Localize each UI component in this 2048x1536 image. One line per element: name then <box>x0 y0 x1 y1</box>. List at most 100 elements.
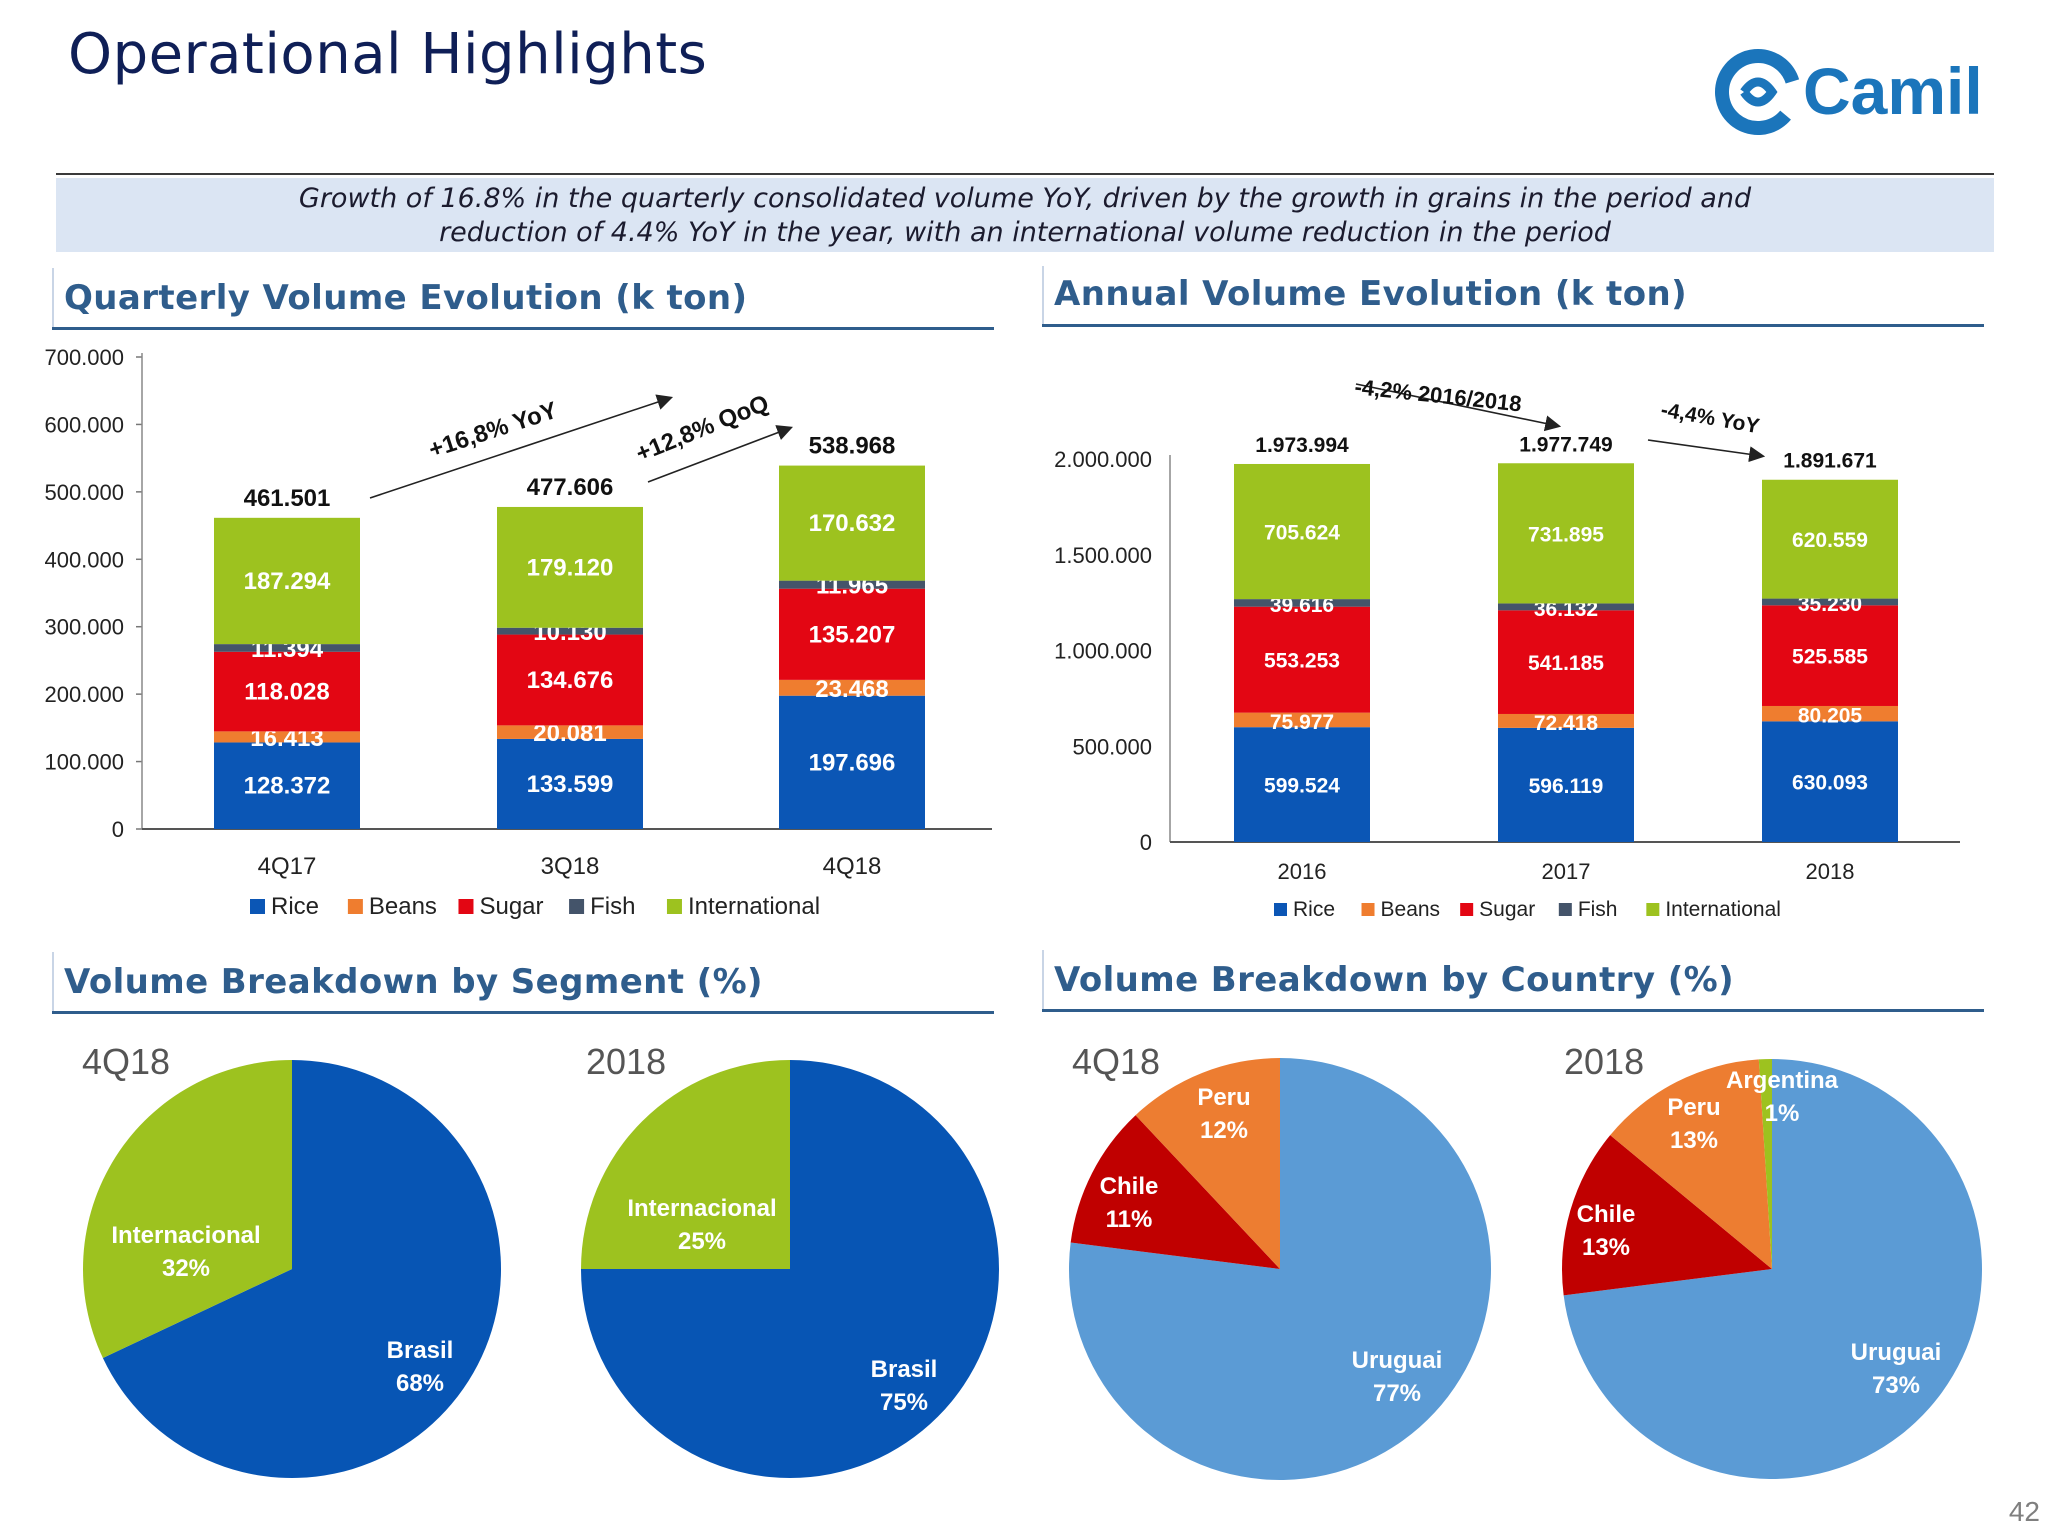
segment-section-title: Volume Breakdown by Segment (%) <box>64 962 763 1002</box>
x-category-label: 4Q17 <box>258 853 317 880</box>
bar-segment-rice-2018 <box>1762 721 1898 842</box>
annual-section-rule <box>1042 324 1984 327</box>
legend-label-beans: Beans <box>369 893 437 920</box>
pie-label-value-internacional: 32% <box>162 1255 210 1282</box>
legend-swatch-international <box>1646 903 1660 916</box>
bar-segment-fish-2017 <box>1498 603 1634 611</box>
data-label-sugar: 541.185 <box>1528 652 1604 675</box>
total-label-3q18: 477.606 <box>527 474 614 501</box>
data-label-rice: 599.524 <box>1264 775 1340 798</box>
y-tick-label: 0 <box>112 817 124 842</box>
data-label-fish: 39.616 <box>1270 594 1334 617</box>
quarterly-section-title: Quarterly Volume Evolution (k ton) <box>64 278 748 318</box>
pie-label-value-brasil: 68% <box>396 1370 444 1397</box>
pie-label-value-argentina: 1% <box>1765 1100 1800 1127</box>
summary-banner: Growth of 16.8% in the quarterly consoli… <box>56 178 1994 252</box>
legend-label-fish: Fish <box>1578 898 1618 921</box>
bar-segment-sugar-4q17 <box>214 651 360 732</box>
breakdown-pie-charts: 4Q18 Brasil 68% Internacional 32% 2018 Brasil 7… <box>82 1041 1982 1480</box>
camil-logo: Camil <box>1715 49 1983 135</box>
qoq-arrow <box>647 425 793 483</box>
quarterly-header-bar <box>52 268 54 328</box>
data-label-international: 620.559 <box>1792 529 1868 552</box>
qoq-annotation: +12,8% QoQ <box>632 390 773 468</box>
quarterly-section-rule <box>52 327 994 330</box>
pie-title-segment-2018: 2018 <box>586 1041 666 1082</box>
pie-slice-brasil <box>102 1060 501 1478</box>
bar-segment-beans-3q18 <box>497 725 643 739</box>
pie-label-value-internacional: 25% <box>678 1228 726 1255</box>
legend-label-rice: Rice <box>271 893 319 920</box>
legend-swatch-rice <box>1274 903 1287 916</box>
bar-segment-sugar-4q18 <box>779 588 925 680</box>
camil-logo-swirl-icon <box>1740 77 1778 107</box>
pie-slice-chile <box>1562 1135 1772 1296</box>
pie-label-value-uruguai: 77% <box>1373 1380 1421 1407</box>
bar-segment-beans-2018 <box>1762 705 1898 722</box>
data-label-rice: 630.093 <box>1792 772 1868 795</box>
bar-segment-sugar-2017 <box>1498 610 1634 714</box>
country-header-bar <box>1042 950 1044 1010</box>
legend-label-beans: Beans <box>1381 898 1441 921</box>
bar-segment-beans-4q18 <box>779 679 925 696</box>
pie-slice-chile <box>1070 1115 1280 1269</box>
legend-label-international: International <box>1665 898 1781 921</box>
x-category-label: 2017 <box>1542 859 1591 884</box>
y-tick-label: 500.000 <box>1072 734 1152 759</box>
bar-segment-sugar-2016 <box>1234 606 1370 713</box>
pie-label-value-peru: 12% <box>1200 1117 1248 1144</box>
y-tick-label: 2.000.000 <box>1054 447 1152 472</box>
pie-label-value-chile: 13% <box>1582 1234 1630 1261</box>
data-label-fish: 35.230 <box>1798 593 1862 616</box>
pie-label-name-internacional: Internacional <box>627 1195 776 1222</box>
data-label-rice: 197.696 <box>809 749 896 776</box>
legend-swatch-international <box>666 899 682 914</box>
pie-label-value-uruguai: 73% <box>1872 1372 1920 1399</box>
data-label-rice: 133.599 <box>527 771 614 798</box>
annual-volume-chart: 0 500.000 1.000.000 1.500.000 2.000.000 599.5… <box>1054 374 1960 921</box>
bar-segment-fish-3q18 <box>497 627 643 635</box>
y-tick-label: 1.000.000 <box>1054 639 1152 664</box>
yoy-annotation: +16,8% YoY <box>426 397 561 464</box>
legend-swatch-fish <box>1558 903 1572 916</box>
total-label-4q17: 461.501 <box>244 485 331 512</box>
data-label-sugar: 134.676 <box>527 667 614 694</box>
bar-segment-rice-4q18 <box>779 695 925 829</box>
pie-label-name-uruguai: Uruguai <box>1851 1339 1942 1366</box>
bar-segment-fish-4q17 <box>214 644 360 652</box>
y-tick-label: 600.000 <box>44 412 124 437</box>
data-label-international: 705.624 <box>1264 522 1340 545</box>
yoy-arrow <box>369 394 674 499</box>
legend-swatch-rice <box>250 899 265 914</box>
y-tick-label: 1.500.000 <box>1054 543 1152 568</box>
bar-segment-fish-2018 <box>1762 598 1898 606</box>
summary-banner-line-2: reduction of 4.4% YoY in the year, with … <box>439 217 1611 248</box>
title-divider <box>56 173 1994 175</box>
legend-swatch-sugar <box>458 899 474 914</box>
pie-title-country-4q18: 4Q18 <box>1072 1041 1160 1082</box>
country-section-rule <box>1042 1009 1984 1012</box>
total-label-2018: 1.891.671 <box>1783 450 1877 473</box>
bar-segment-fish-2016 <box>1234 599 1370 607</box>
data-label-rice: 128.372 <box>244 773 331 800</box>
bar-segment-international-2018 <box>1762 479 1898 599</box>
bar-segment-international-4q18 <box>779 465 925 581</box>
legend-label-fish: Fish <box>590 893 635 920</box>
camil-logo-text: Camil <box>1803 54 1983 128</box>
y-tick-label: 500.000 <box>44 480 124 505</box>
x-category-label: 4Q18 <box>823 853 882 880</box>
pie-label-value-chile: 11% <box>1106 1206 1153 1233</box>
bar-segment-fish-4q18 <box>779 580 925 589</box>
pie-slice-peru <box>1610 1059 1772 1269</box>
y-tick-label: 200.000 <box>44 682 124 707</box>
pie-label-value-brasil: 75% <box>880 1389 928 1416</box>
pie-title-country-2018: 2018 <box>1564 1041 1644 1082</box>
segment-header-bar <box>52 952 54 1012</box>
data-label-sugar: 118.028 <box>244 679 329 706</box>
bar-segment-rice-3q18 <box>497 738 643 829</box>
total-label-2017: 1.977.749 <box>1519 433 1612 456</box>
annual-section-title: Annual Volume Evolution (k ton) <box>1054 274 1688 314</box>
pie-slice-uruguai <box>1563 1059 1982 1479</box>
x-category-label: 2018 <box>1806 859 1855 884</box>
data-label-beans: 72.418 <box>1534 712 1599 735</box>
